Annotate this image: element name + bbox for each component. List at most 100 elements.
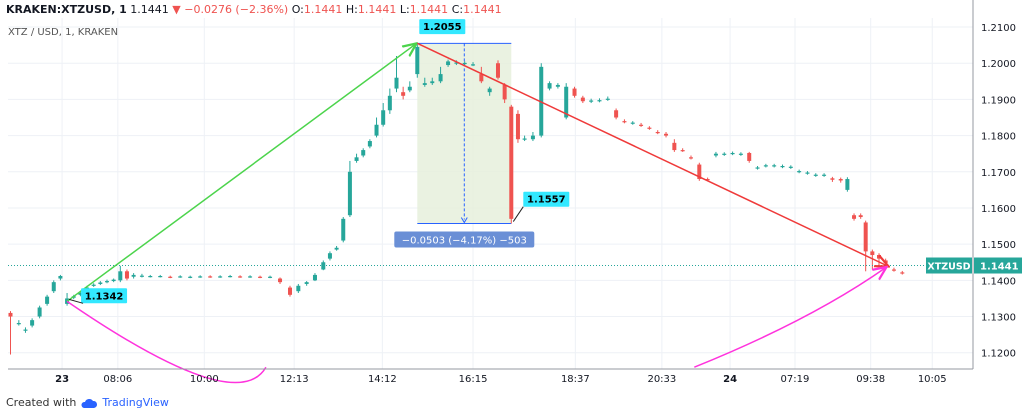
close-value: 1.1441: [463, 3, 502, 16]
candle-up: [454, 62, 459, 64]
candle-up: [341, 218, 346, 241]
candle-up: [347, 171, 352, 216]
candle-up: [16, 323, 21, 325]
candle-up: [755, 167, 760, 169]
candle-up: [462, 62, 467, 65]
y-tick-label: 1.1900: [981, 95, 1016, 106]
candle-down: [688, 157, 693, 159]
candle-up: [394, 77, 399, 89]
candle-down: [502, 84, 507, 100]
candle-down: [8, 312, 13, 317]
candle-up: [738, 153, 743, 155]
candle-up: [822, 174, 827, 176]
candle-down: [838, 179, 843, 181]
candle-up: [547, 83, 552, 89]
open-value: 1.1441: [303, 3, 343, 16]
candle-up: [471, 64, 476, 66]
candle-up: [37, 307, 42, 317]
symbol-tag-box: [926, 257, 972, 274]
last-price-tag-box: [974, 257, 1022, 274]
candle-up: [374, 124, 379, 136]
candle-down: [479, 74, 484, 82]
candle-up: [788, 166, 793, 168]
symbol-label: KRAKEN:XTZUSD, 1: [6, 3, 127, 16]
candle-up: [564, 86, 569, 118]
candle-up: [178, 276, 183, 278]
candle-up: [51, 282, 56, 292]
candle-down: [258, 276, 263, 278]
candle-up: [387, 95, 392, 111]
candle-down: [515, 113, 520, 140]
low-callout-pointer: [68, 298, 84, 304]
y-tick-label: 1.1500: [981, 240, 1016, 251]
candle-up: [158, 276, 163, 278]
candle-up: [361, 150, 366, 156]
candle-up: [845, 179, 850, 190]
high-callout: 1.1557: [527, 195, 566, 206]
candle-up: [312, 274, 317, 281]
candle-down: [900, 272, 905, 274]
y-tick-label: 1.2000: [981, 59, 1016, 70]
candle-up: [522, 138, 527, 140]
high-callout-pointer: [512, 206, 524, 222]
candle-up: [98, 282, 103, 284]
callouts: 1.1342 1.2055 1.1557 −0.0503 (−4.17%) −503: [68, 19, 570, 304]
candle-up: [415, 46, 420, 75]
candle-down: [401, 92, 406, 96]
low-callout: 1.1342: [85, 291, 124, 302]
y-tick-label: 1.1600: [981, 204, 1016, 215]
candle-up: [23, 329, 28, 331]
candle-up: [797, 171, 802, 173]
downtrend-arrow: [416, 42, 887, 266]
x-tick-label: 09:38: [856, 374, 885, 385]
x-tick-label: 16:15: [459, 374, 488, 385]
candle-up: [354, 157, 359, 161]
high-value: 1.1441: [357, 3, 397, 16]
candle-down: [863, 222, 868, 252]
candle-down: [639, 124, 644, 126]
candle-down: [580, 97, 585, 102]
candle-down: [647, 127, 652, 129]
candle-up: [198, 276, 203, 278]
candle-up: [78, 293, 83, 295]
low-value: 1.1441: [409, 3, 449, 16]
tradingview-brand[interactable]: TradingView: [102, 396, 169, 409]
candle-down: [278, 278, 283, 283]
candle-up: [430, 81, 435, 84]
high-label: H:: [345, 3, 358, 16]
open-label: O:: [291, 3, 304, 16]
y-tick-label: 1.1800: [981, 132, 1016, 143]
candle-down: [876, 255, 881, 259]
candles: [8, 43, 905, 355]
candle-up: [589, 100, 594, 102]
candle-up: [218, 276, 223, 278]
candle-up: [268, 276, 273, 278]
drawings: [8, 42, 973, 384]
candle-up: [139, 275, 144, 277]
y-tick-label: 1.1300: [981, 313, 1016, 324]
candle-down: [672, 142, 677, 151]
created-with-label: Created with: [6, 396, 77, 409]
candle-up: [780, 165, 785, 168]
candle-down: [238, 276, 243, 278]
curve-right-arrow: [694, 268, 885, 368]
candle-up: [104, 281, 109, 283]
candle-down: [124, 271, 129, 279]
candle-up: [487, 88, 492, 93]
close-label: C:: [451, 3, 464, 16]
candle-down: [891, 269, 896, 271]
candle-down: [509, 106, 514, 219]
candle-down: [168, 276, 173, 278]
change-value: −0.0276 (−2.36%): [184, 3, 289, 16]
candle-up: [407, 86, 412, 91]
measure-label-box: [394, 231, 535, 248]
measure-tool: [417, 42, 512, 225]
candle-up: [367, 141, 372, 147]
candle-up: [304, 282, 309, 284]
candle-down: [664, 133, 669, 136]
candle-down: [697, 164, 702, 180]
high-callout-box: [523, 191, 570, 207]
x-tick-label: 10:00: [190, 374, 219, 385]
